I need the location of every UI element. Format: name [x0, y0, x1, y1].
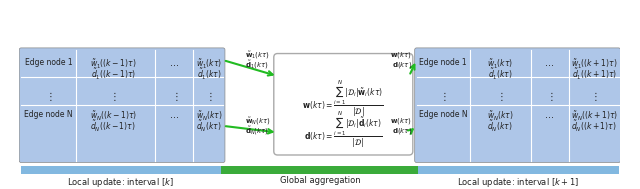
Text: $\tilde{\mathbf{w}}_N(k\tau)$: $\tilde{\mathbf{w}}_N(k\tau)$: [244, 115, 270, 127]
Text: $\tilde{w}_1(k\tau)$: $\tilde{w}_1(k\tau)$: [196, 58, 222, 71]
Text: $\vdots$: $\vdots$: [591, 90, 598, 103]
Text: ...: ...: [545, 58, 554, 68]
Text: $\tilde{d}_1((k-1)\tau)$: $\tilde{d}_1((k-1)\tau)$: [91, 67, 136, 82]
Text: $\tilde{w}_N((k-1)\tau)$: $\tilde{w}_N((k-1)\tau)$: [90, 110, 137, 123]
Text: $\tilde{\mathbf{d}}_N(k\tau)$: $\tilde{\mathbf{d}}_N(k\tau)$: [244, 124, 269, 137]
Text: $\mathbf{d}(k\tau)$: $\mathbf{d}(k\tau)$: [392, 60, 412, 70]
FancyBboxPatch shape: [19, 48, 225, 163]
Text: $\tilde{d}_N((k-1)\tau)$: $\tilde{d}_N((k-1)\tau)$: [90, 119, 136, 134]
Text: $\vdots$: $\vdots$: [170, 90, 178, 103]
FancyBboxPatch shape: [415, 48, 620, 163]
Text: ...: ...: [545, 110, 554, 120]
Text: $\vdots$: $\vdots$: [205, 90, 212, 103]
Text: ...: ...: [170, 110, 179, 120]
FancyBboxPatch shape: [274, 53, 413, 155]
Text: $\mathbf{d}(k\tau)=\dfrac{\sum_{i=1}^{N}|\mathcal{D}_i|\tilde{\mathbf{d}}_i(k\ta: $\mathbf{d}(k\tau)=\dfrac{\sum_{i=1}^{N}…: [304, 110, 383, 150]
Text: $\mathbf{w}(k\tau)$: $\mathbf{w}(k\tau)$: [390, 116, 412, 126]
FancyBboxPatch shape: [419, 166, 618, 174]
Text: Edge node 1: Edge node 1: [24, 58, 72, 67]
Text: $\tilde{w}_N(k\tau)$: $\tilde{w}_N(k\tau)$: [487, 110, 514, 123]
Text: Local update: interval $[k+1]$: Local update: interval $[k+1]$: [457, 176, 579, 189]
Text: $\vdots$: $\vdots$: [547, 90, 554, 103]
Text: $\vdots$: $\vdots$: [45, 90, 52, 103]
FancyBboxPatch shape: [221, 166, 419, 174]
Text: $\vdots$: $\vdots$: [109, 90, 117, 103]
Text: $\tilde{d}_N(k\tau)$: $\tilde{d}_N(k\tau)$: [196, 119, 221, 134]
Text: $\vdots$: $\vdots$: [439, 90, 447, 103]
Text: Local update: interval $[k]$: Local update: interval $[k]$: [67, 176, 174, 189]
Text: Edge node N: Edge node N: [419, 110, 467, 119]
Text: $\tilde{w}_1(k\tau)$: $\tilde{w}_1(k\tau)$: [487, 58, 513, 71]
Text: $\tilde{d}_1(k\tau)$: $\tilde{d}_1(k\tau)$: [196, 67, 221, 82]
Text: Edge node 1: Edge node 1: [419, 58, 467, 67]
Text: ...: ...: [170, 58, 179, 68]
Text: $\tilde{w}_1((k-1)\tau)$: $\tilde{w}_1((k-1)\tau)$: [90, 58, 136, 71]
Text: $\mathbf{w}(k\tau)$: $\mathbf{w}(k\tau)$: [390, 50, 412, 60]
Text: $\tilde{w}_N((k+1)\tau)$: $\tilde{w}_N((k+1)\tau)$: [571, 110, 618, 123]
Text: $\mathbf{d}(k\tau)$: $\mathbf{d}(k\tau)$: [392, 125, 412, 136]
Text: Edge node N: Edge node N: [24, 110, 73, 119]
Text: $\tilde{w}_1((k+1)\tau)$: $\tilde{w}_1((k+1)\tau)$: [571, 58, 618, 71]
Text: $\vdots$: $\vdots$: [497, 90, 504, 103]
Text: $\tilde{\mathbf{d}}_1(k\tau)$: $\tilde{\mathbf{d}}_1(k\tau)$: [244, 59, 268, 71]
Text: $\tilde{d}_1((k+1)\tau)$: $\tilde{d}_1((k+1)\tau)$: [572, 67, 617, 82]
Text: $\tilde{\mathbf{w}}_1(k\tau)$: $\tilde{\mathbf{w}}_1(k\tau)$: [244, 50, 269, 61]
Text: $\mathbf{w}(k\tau)=\dfrac{\sum_{i=1}^{N}|\mathcal{D}_i|\tilde{\mathbf{w}}_i(k\ta: $\mathbf{w}(k\tau)=\dfrac{\sum_{i=1}^{N}…: [303, 79, 384, 119]
Text: $\tilde{d}_N((k+1)\tau)$: $\tilde{d}_N((k+1)\tau)$: [572, 119, 617, 134]
Text: $\tilde{w}_N(k\tau)$: $\tilde{w}_N(k\tau)$: [196, 110, 223, 123]
Text: $\tilde{d}_1(k\tau)$: $\tilde{d}_1(k\tau)$: [488, 67, 513, 82]
Text: Global aggregation: Global aggregation: [280, 176, 360, 185]
Text: $\tilde{d}_N(k\tau)$: $\tilde{d}_N(k\tau)$: [488, 119, 513, 134]
FancyBboxPatch shape: [21, 166, 221, 174]
